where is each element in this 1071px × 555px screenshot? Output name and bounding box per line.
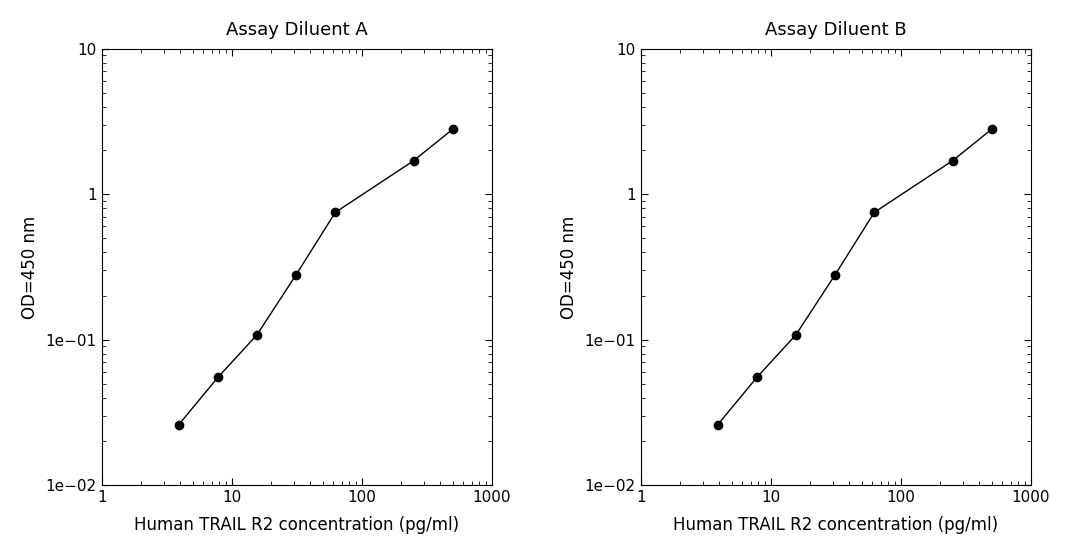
Title: Assay Diluent B: Assay Diluent B	[765, 21, 907, 39]
Y-axis label: OD=450 nm: OD=450 nm	[20, 215, 39, 319]
Title: Assay Diluent A: Assay Diluent A	[226, 21, 367, 39]
Y-axis label: OD=450 nm: OD=450 nm	[560, 215, 578, 319]
X-axis label: Human TRAIL R2 concentration (pg/ml): Human TRAIL R2 concentration (pg/ml)	[134, 516, 459, 534]
X-axis label: Human TRAIL R2 concentration (pg/ml): Human TRAIL R2 concentration (pg/ml)	[674, 516, 998, 534]
